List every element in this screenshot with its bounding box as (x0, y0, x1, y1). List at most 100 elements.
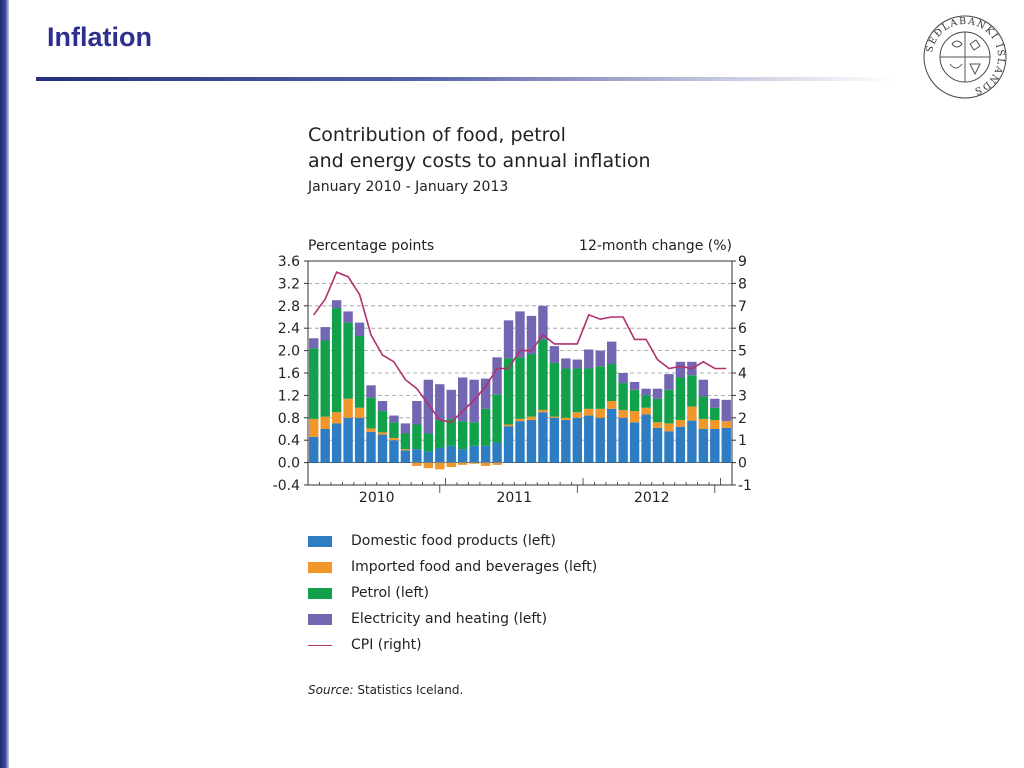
bar-segment-domestic (458, 449, 468, 463)
y-tick-label-right: 6 (738, 321, 747, 337)
bar-segment-domestic (515, 421, 525, 463)
bar-segment-domestic (331, 423, 342, 463)
y-tick-label-left: 2.8 (278, 299, 300, 315)
bar-segment-imported (435, 462, 445, 470)
y-tick-label-left: 0.0 (278, 456, 300, 472)
legend-label-electricity: Electricity and heating (left) (351, 611, 548, 627)
bar-segment-imported (354, 407, 365, 418)
x-year-label: 2010 (359, 490, 395, 506)
bar-segment-imported (515, 418, 525, 422)
bar-segment-imported (309, 418, 319, 437)
bar-segment-domestic (435, 448, 445, 463)
bar-segment-electricity (721, 399, 731, 422)
bar-segment-imported (698, 418, 709, 429)
bar-segment-electricity (561, 358, 571, 369)
bar-segment-imported (595, 408, 605, 418)
bar-segment-electricity (446, 389, 456, 419)
bar-segment-petrol (331, 308, 342, 413)
seal-emblem-icon (940, 32, 990, 82)
bar-segment-imported (503, 424, 514, 427)
bar-segment-petrol (698, 396, 709, 419)
bar-segment-electricity (458, 377, 468, 422)
legend-item-electricity: Electricity and heating (left) (308, 606, 597, 632)
legend-item-domestic: Domestic food products (left) (308, 528, 597, 554)
bar-segment-petrol (423, 433, 434, 452)
bar-segment-electricity (515, 311, 525, 358)
bar-segment-imported (343, 398, 353, 418)
x-year-label: 2011 (496, 490, 532, 506)
bar-segment-domestic (549, 417, 560, 463)
bar-segment-petrol (515, 357, 525, 419)
bar-segment-imported (389, 437, 399, 441)
y-tick-label-right: -1 (738, 478, 752, 494)
y-tick-label-right: 1 (738, 433, 747, 449)
bar-segment-domestic (675, 426, 686, 463)
bar-segment-petrol (389, 422, 399, 438)
bar-segment-electricity (629, 381, 640, 390)
legend-swatch-imported (308, 561, 332, 573)
bar-segment-electricity (309, 338, 319, 349)
bar-segment-domestic (572, 417, 582, 463)
bar-segment-imported (526, 416, 537, 421)
bar-segment-domestic (629, 422, 640, 463)
bar-segment-imported (561, 417, 571, 421)
bar-segment-domestic (710, 429, 720, 463)
chart-title-line1: Contribution of food, petrol (308, 124, 566, 146)
bar-segment-electricity (423, 379, 434, 434)
bar-segment-petrol (354, 336, 365, 408)
y-tick-label-right: 0 (738, 456, 747, 472)
slide-left-border (0, 0, 9, 768)
bar-segment-domestic (389, 440, 399, 463)
y-tick-label-left: 0.4 (278, 433, 300, 449)
bar-segment-petrol (320, 340, 330, 417)
bar-segment-petrol (446, 418, 456, 446)
bar-segment-petrol (366, 397, 376, 429)
bar-segment-domestic (354, 417, 365, 463)
bar-segment-domestic (606, 408, 617, 463)
bar-segment-imported (412, 462, 422, 466)
bar-segment-electricity (652, 388, 663, 399)
bar-segment-imported (641, 407, 651, 415)
y-axis-label-left: Percentage points (308, 238, 434, 254)
bar-segment-domestic (309, 436, 319, 463)
bar-segment-petrol (480, 408, 491, 446)
bar-segment-imported (652, 422, 663, 428)
y-tick-label-left: 3.2 (278, 276, 300, 292)
bar-segment-domestic (687, 420, 697, 463)
bar-segment-domestic (584, 415, 594, 463)
bar-segment-electricity (698, 379, 709, 397)
bar-segment-domestic (503, 426, 514, 463)
bar-segment-imported (538, 409, 548, 413)
central-bank-seal-logo: SEÐLABANKI ÍSLANDS (923, 15, 1007, 99)
y-tick-label-right: 7 (738, 299, 747, 315)
chart-title: Contribution of food, petrol and energy … (308, 122, 728, 174)
bar-segment-petrol (584, 368, 594, 409)
legend-item-cpi: CPI (right) (308, 632, 597, 658)
bar-segment-domestic (469, 445, 479, 463)
bar-segment-petrol (710, 407, 720, 421)
bar-segment-domestic (446, 445, 456, 463)
bar-segment-imported (549, 416, 560, 418)
y-tick-label-right: 4 (738, 366, 747, 382)
bar-segment-petrol (309, 348, 319, 419)
bar-segment-domestic (595, 417, 605, 463)
legend-swatch-petrol (308, 587, 332, 599)
bar-segment-domestic (641, 414, 651, 463)
bar-segment-electricity (366, 385, 376, 398)
bar-segment-imported (675, 420, 686, 427)
bar-segment-imported (458, 462, 468, 465)
bar-segment-petrol (526, 353, 537, 417)
legend-label-cpi: CPI (right) (351, 637, 422, 653)
bar-segment-electricity (354, 322, 365, 337)
bar-segment-domestic (400, 450, 411, 463)
bar-segment-domestic (366, 431, 376, 463)
bar-segment-imported (400, 449, 411, 451)
bar-segment-domestic (698, 429, 709, 463)
bar-segment-imported (331, 412, 342, 424)
source-label: Source: (308, 683, 354, 697)
bar-segment-domestic (423, 451, 434, 463)
bar-segment-petrol (343, 322, 353, 399)
bar-segment-petrol (458, 421, 468, 450)
bar-segment-imported (366, 428, 376, 432)
bar-segment-petrol (641, 395, 651, 408)
